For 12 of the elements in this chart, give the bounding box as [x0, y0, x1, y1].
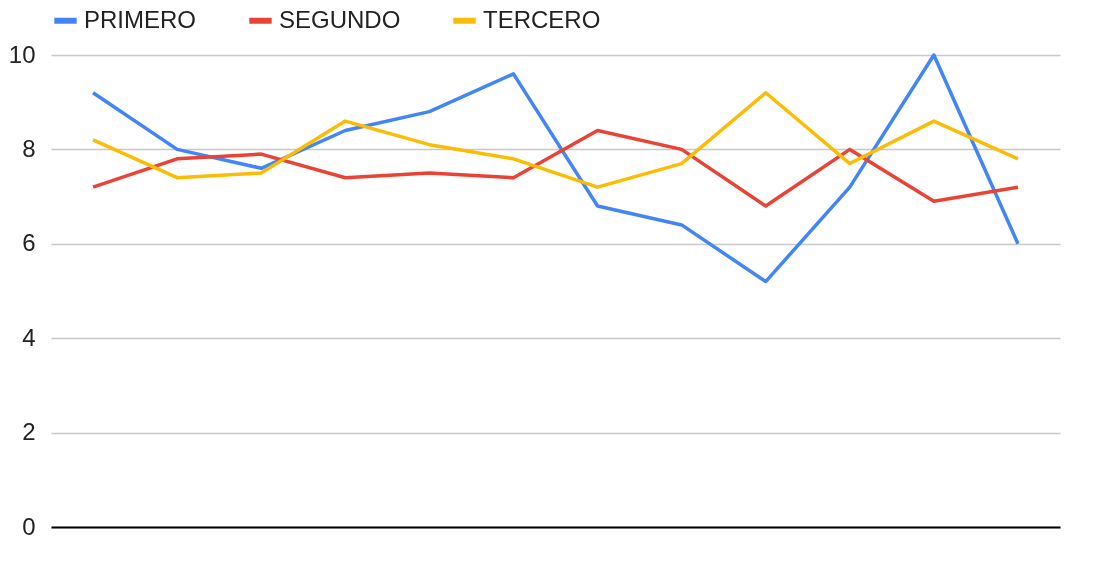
y-tick-label: 10 — [8, 40, 36, 68]
line-series — [91, 53, 1020, 284]
line-series — [91, 91, 1020, 189]
y-tick-label: 0 — [22, 512, 36, 540]
legend-label: SEGUNDO — [279, 5, 401, 33]
legend-label: PRIMERO — [84, 5, 197, 33]
legend-label: TERCERO — [483, 5, 601, 33]
line-series — [91, 128, 1020, 208]
y-tick-label: 4 — [22, 323, 36, 351]
y-tick-label: 6 — [22, 229, 36, 257]
y-tick-label: 8 — [22, 134, 36, 162]
y-tick-label: 2 — [22, 418, 36, 446]
